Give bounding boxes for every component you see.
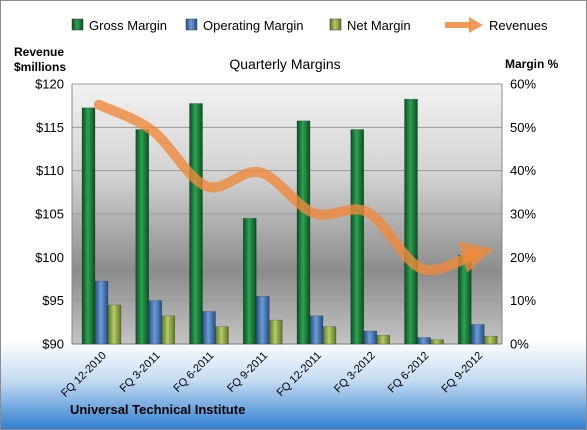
- legend-label: Net Margin: [347, 18, 411, 33]
- legend-label: Operating Margin: [203, 18, 303, 33]
- legend-label: Revenues: [489, 18, 548, 33]
- legend-label: Gross Margin: [89, 18, 167, 33]
- operating-margin-bar: [202, 311, 216, 345]
- footer-gradient: [1, 340, 586, 429]
- gross-margin-bar: [296, 120, 311, 345]
- gross-margin-bar: [457, 254, 472, 345]
- operating-margin-bar: [94, 280, 109, 345]
- bar-series: [81, 98, 498, 345]
- revenue-series: [93, 99, 494, 276]
- revenue-line: [93, 99, 494, 276]
- left-tick-label: $90: [42, 337, 64, 352]
- left-tick-label: $115: [36, 120, 64, 135]
- gross-margin-bar: [242, 218, 257, 345]
- right-axis-ticks: 0% 10% 20% 30% 40% 50% 60%: [510, 77, 536, 352]
- gross-margin-bar: [404, 98, 418, 345]
- legend-net-margin: Net Margin: [329, 18, 411, 33]
- right-tick-label: 0%: [510, 337, 529, 352]
- left-tick-label: $100: [35, 250, 64, 265]
- legend-swatch: [185, 18, 198, 31]
- footer-label: Universal Technical Institute: [70, 402, 245, 417]
- operating-margin-bar: [255, 296, 270, 345]
- gross-margin-bar: [81, 107, 96, 345]
- left-tick-label: $95: [42, 293, 64, 308]
- left-axis-label-line2: $millions: [14, 60, 66, 74]
- legend-swatch: [329, 18, 342, 31]
- left-tick-label: $120: [35, 77, 64, 92]
- legend-operating-margin: Operating Margin: [185, 18, 303, 33]
- net-margin-bar: [376, 335, 391, 345]
- right-axis-label: Margin %: [505, 57, 559, 71]
- left-tick-label: $105: [35, 207, 64, 222]
- net-margin-bar: [215, 326, 229, 345]
- net-margin-bar: [483, 335, 498, 345]
- net-margin-bar: [322, 326, 337, 345]
- left-axis-ticks: $90 $95 $100 $105 $110 $115 $120: [35, 77, 64, 352]
- legend-arrow: [469, 17, 483, 33]
- operating-margin-bar: [309, 315, 324, 345]
- left-axis-label-line1: Revenue: [14, 45, 64, 59]
- net-margin-bar: [107, 304, 122, 345]
- right-tick-label: 60%: [510, 77, 536, 92]
- operating-margin-bar: [148, 300, 163, 345]
- legend-revenues: Revenues: [445, 17, 548, 33]
- legend-swatch: [71, 18, 84, 31]
- gross-margin-bar: [135, 129, 150, 345]
- legend: Gross Margin Operating Margin Net Margin Re…: [71, 17, 548, 33]
- right-tick-label: 10%: [510, 293, 536, 308]
- operating-margin-bar: [363, 330, 378, 345]
- net-margin-bar: [268, 319, 283, 345]
- right-tick-label: 50%: [510, 120, 536, 135]
- net-margin-bar: [430, 339, 444, 345]
- legend-gross-margin: Gross Margin: [71, 18, 167, 33]
- gross-margin-bar: [350, 129, 365, 345]
- gross-margin-bar: [189, 103, 203, 345]
- left-tick-label: $110: [36, 163, 64, 178]
- right-tick-label: 20%: [510, 250, 536, 265]
- right-tick-label: 40%: [510, 163, 536, 178]
- operating-margin-bar: [470, 324, 485, 345]
- chart-title: Quarterly Margins: [229, 56, 340, 72]
- operating-margin-bar: [417, 337, 431, 345]
- right-tick-label: 30%: [510, 207, 536, 222]
- net-margin-bar: [161, 315, 176, 345]
